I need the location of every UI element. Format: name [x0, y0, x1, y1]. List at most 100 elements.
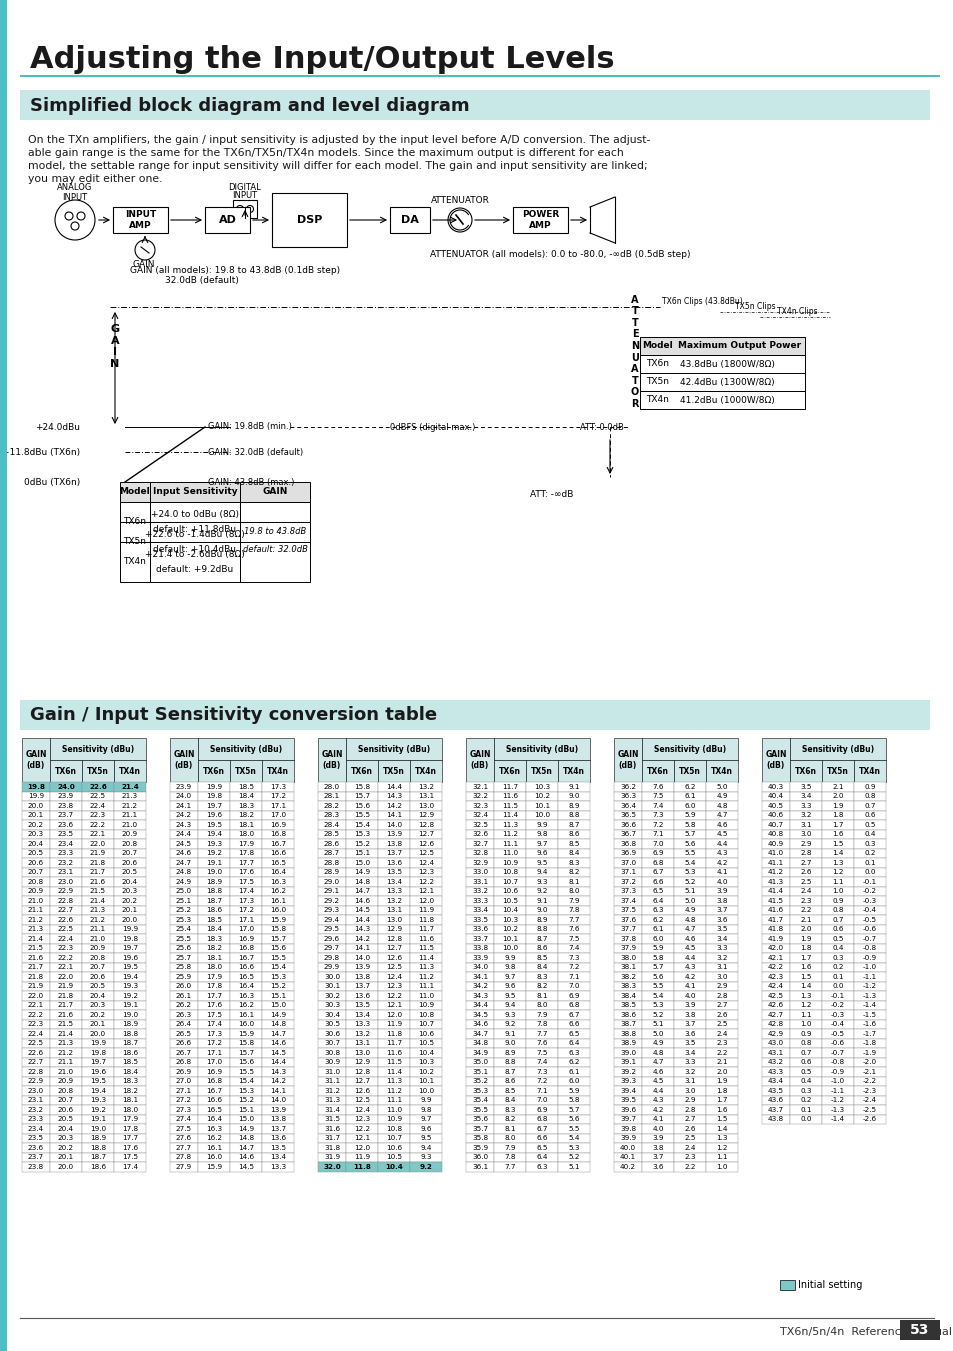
- Bar: [789, 761, 821, 782]
- Bar: [346, 905, 377, 915]
- Bar: [465, 1124, 494, 1133]
- Bar: [821, 1077, 853, 1086]
- Bar: [113, 867, 146, 877]
- Bar: [705, 992, 738, 1001]
- Bar: [50, 1096, 82, 1105]
- Text: 11.1: 11.1: [386, 1097, 401, 1104]
- Text: 20.1: 20.1: [28, 812, 44, 819]
- Bar: [346, 1077, 377, 1086]
- Bar: [170, 1039, 198, 1048]
- Text: 41.0: 41.0: [767, 850, 783, 857]
- Bar: [558, 896, 589, 905]
- Bar: [346, 761, 377, 782]
- Bar: [20, 76, 939, 77]
- Bar: [22, 811, 50, 820]
- Bar: [82, 1011, 113, 1020]
- Bar: [761, 1039, 789, 1048]
- Text: 19.2: 19.2: [90, 1106, 106, 1113]
- Bar: [410, 848, 441, 858]
- Bar: [317, 992, 346, 1001]
- Bar: [82, 1029, 113, 1039]
- Text: 19.3: 19.3: [122, 984, 138, 989]
- Text: 0.3: 0.3: [800, 1088, 811, 1094]
- Text: 19.1: 19.1: [90, 1116, 106, 1123]
- Bar: [198, 1115, 230, 1124]
- Bar: [641, 896, 673, 905]
- Text: 0.4: 0.4: [831, 946, 842, 951]
- Bar: [50, 952, 82, 962]
- Text: 9.6: 9.6: [536, 850, 547, 857]
- Bar: [198, 839, 230, 848]
- Text: 7.8: 7.8: [568, 908, 579, 913]
- Text: Sensitivity (dBu): Sensitivity (dBu): [62, 744, 134, 754]
- Bar: [641, 886, 673, 896]
- Text: 42.8: 42.8: [767, 1021, 783, 1027]
- Bar: [558, 1058, 589, 1067]
- Text: 15.3: 15.3: [354, 831, 370, 838]
- Bar: [346, 1152, 377, 1162]
- Bar: [22, 782, 50, 792]
- Bar: [673, 1077, 705, 1086]
- Text: 33.5: 33.5: [472, 917, 488, 923]
- Text: 4.3: 4.3: [716, 850, 727, 857]
- Text: Sensitivity (dBu): Sensitivity (dBu): [357, 744, 430, 754]
- Text: 3.1: 3.1: [800, 821, 811, 828]
- Text: -0.4: -0.4: [862, 908, 876, 913]
- Text: 12.9: 12.9: [417, 812, 434, 819]
- Text: 13.6: 13.6: [386, 859, 401, 866]
- Bar: [113, 761, 146, 782]
- Text: 30.5: 30.5: [324, 1021, 339, 1027]
- Bar: [494, 1115, 525, 1124]
- Bar: [673, 1058, 705, 1067]
- Bar: [230, 1086, 262, 1096]
- Bar: [614, 1039, 641, 1048]
- Text: -1.0: -1.0: [830, 1078, 844, 1085]
- Bar: [465, 952, 494, 962]
- Text: 20.3: 20.3: [28, 831, 44, 838]
- Text: 8.0: 8.0: [568, 888, 579, 894]
- Bar: [705, 820, 738, 830]
- Bar: [789, 1058, 821, 1067]
- Bar: [317, 1048, 346, 1058]
- Text: TX4n: TX4n: [858, 766, 880, 775]
- Bar: [230, 1077, 262, 1086]
- Bar: [410, 971, 441, 981]
- Text: 23.5: 23.5: [28, 1135, 44, 1142]
- Bar: [50, 1162, 82, 1171]
- Bar: [673, 877, 705, 886]
- Text: 7.8: 7.8: [536, 1021, 547, 1027]
- Text: 9.4: 9.4: [420, 1144, 432, 1151]
- Text: 34.1: 34.1: [472, 974, 488, 979]
- Bar: [465, 782, 494, 792]
- Bar: [614, 1048, 641, 1058]
- Bar: [673, 934, 705, 943]
- Bar: [761, 905, 789, 915]
- Bar: [705, 1077, 738, 1086]
- Bar: [494, 738, 589, 761]
- Text: 21.6: 21.6: [28, 955, 44, 961]
- Bar: [494, 1105, 525, 1115]
- Bar: [558, 886, 589, 896]
- Bar: [170, 962, 198, 971]
- Text: 37.6: 37.6: [619, 917, 636, 923]
- Text: 21.1: 21.1: [90, 927, 106, 932]
- Text: 12.4: 12.4: [417, 859, 434, 866]
- Bar: [673, 1039, 705, 1048]
- Text: -0.1: -0.1: [830, 993, 844, 998]
- Text: 12.0: 12.0: [354, 1144, 370, 1151]
- Text: 16.5: 16.5: [237, 974, 253, 979]
- Bar: [410, 1058, 441, 1067]
- Bar: [50, 848, 82, 858]
- Text: 4.5: 4.5: [716, 831, 727, 838]
- Text: 8.4: 8.4: [536, 965, 547, 970]
- Text: 24.6: 24.6: [175, 850, 192, 857]
- Text: 7.7: 7.7: [568, 917, 579, 923]
- Bar: [346, 924, 377, 934]
- Text: 16.3: 16.3: [237, 993, 253, 998]
- Text: 33.4: 33.4: [472, 908, 488, 913]
- Text: 15.4: 15.4: [237, 1078, 253, 1085]
- Bar: [82, 761, 113, 782]
- Text: 40.7: 40.7: [767, 821, 783, 828]
- Bar: [346, 971, 377, 981]
- Text: -1.2: -1.2: [830, 1097, 844, 1104]
